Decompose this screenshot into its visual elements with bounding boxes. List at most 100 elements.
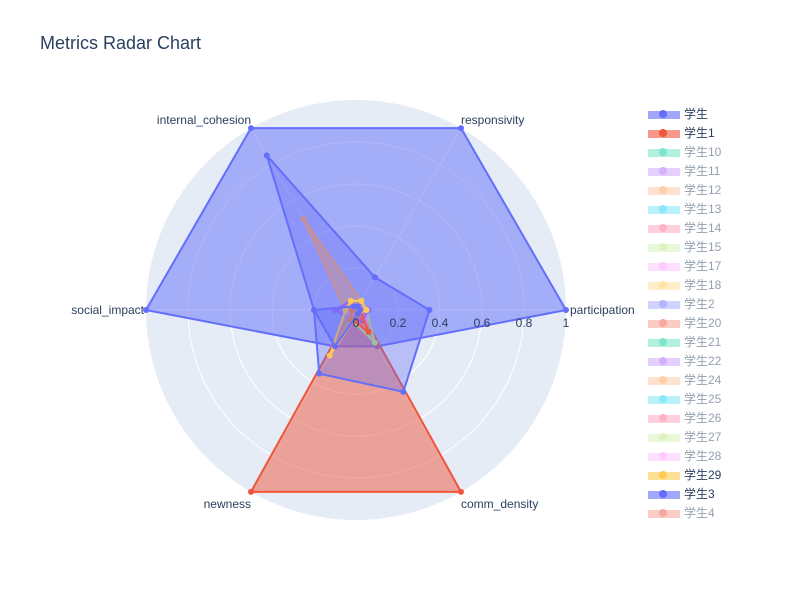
legend-item[interactable]: 学生27 bbox=[648, 427, 798, 446]
series-shapes bbox=[143, 125, 569, 495]
series-point-large-filled-blue[interactable] bbox=[563, 307, 569, 313]
legend-swatch-icon bbox=[648, 412, 680, 424]
legend-item[interactable]: 学生21 bbox=[648, 332, 798, 351]
series-point-large-filled-blue[interactable] bbox=[458, 125, 464, 132]
legend-swatch-icon bbox=[648, 298, 680, 310]
legend-label: 学生20 bbox=[684, 316, 722, 330]
legend-label: 学生28 bbox=[684, 449, 722, 463]
legend-label: 学生24 bbox=[684, 373, 722, 387]
legend-item[interactable]: 学生 bbox=[648, 104, 798, 123]
legend-swatch-icon bbox=[648, 260, 680, 272]
legend-swatch-icon bbox=[648, 374, 680, 386]
radial-tick-label: 0.8 bbox=[516, 316, 533, 330]
legend: 学生学生1 学生10 学生11 学生12 学生13 学生14 学生15 学生17 学生18 学生2… bbox=[648, 104, 798, 522]
legend-label: 学生22 bbox=[684, 354, 722, 368]
series-point-学生29[interactable] bbox=[358, 297, 365, 304]
legend-swatch-icon bbox=[648, 507, 680, 519]
series-point-学生[interactable] bbox=[371, 274, 378, 281]
axis-label-newness: newness bbox=[204, 497, 251, 511]
series-point-学生29[interactable] bbox=[363, 307, 370, 313]
legend-swatch-icon bbox=[648, 450, 680, 462]
series-point-学生3[interactable] bbox=[332, 343, 338, 350]
series-point-large-filled-blue[interactable] bbox=[143, 307, 149, 313]
legend-label: 学生18 bbox=[684, 278, 722, 292]
series-point-学生1[interactable] bbox=[365, 328, 372, 335]
legend-item[interactable]: 学生18 bbox=[648, 275, 798, 294]
legend-swatch-icon bbox=[648, 469, 680, 481]
series-point-学生3[interactable] bbox=[350, 303, 357, 310]
legend-label: 学生14 bbox=[684, 221, 722, 235]
radial-tick-label: 0.6 bbox=[474, 316, 491, 330]
series-point-学生29[interactable] bbox=[347, 297, 354, 304]
axis-label-responsivity: responsivity bbox=[461, 113, 524, 127]
legend-item[interactable]: 学生25 bbox=[648, 389, 798, 408]
series-point-学生[interactable] bbox=[426, 307, 433, 313]
axis-label-internal_cohesion: internal_cohesion bbox=[157, 113, 251, 127]
legend-label: 学生10 bbox=[684, 145, 722, 159]
legend-swatch-icon bbox=[648, 279, 680, 291]
series-point-large-filled-red[interactable] bbox=[248, 488, 254, 495]
legend-item[interactable]: 学生4 bbox=[648, 503, 798, 522]
legend-item[interactable]: 学生1 bbox=[648, 123, 798, 142]
legend-item[interactable]: 学生3 bbox=[648, 484, 798, 503]
legend-label: 学生17 bbox=[684, 259, 722, 273]
legend-label: 学生15 bbox=[684, 240, 722, 254]
series-point-学生3[interactable] bbox=[355, 303, 362, 310]
legend-swatch-icon bbox=[648, 431, 680, 443]
legend-item[interactable]: 学生20 bbox=[648, 313, 798, 332]
series-point-学生3[interactable] bbox=[311, 307, 317, 313]
radial-tick-label: 0.2 bbox=[390, 316, 407, 330]
legend-item[interactable]: 学生2 bbox=[648, 294, 798, 313]
legend-swatch-icon bbox=[648, 241, 680, 253]
radial-tick-labels: 0 0.2 0.4 0.6 0.8 1 bbox=[353, 316, 570, 330]
legend-swatch-icon bbox=[648, 127, 680, 139]
axis-label-participation: participation bbox=[570, 303, 635, 317]
legend-item[interactable]: 学生17 bbox=[648, 256, 798, 275]
legend-label: 学生12 bbox=[684, 183, 722, 197]
radial-tick-label: 0.4 bbox=[432, 316, 449, 330]
series-point-large-filled-red[interactable] bbox=[458, 488, 464, 495]
legend-swatch-icon bbox=[648, 336, 680, 348]
series-point-学生29[interactable] bbox=[342, 307, 349, 313]
series-point-orange-small[interactable] bbox=[300, 216, 307, 223]
legend-item[interactable]: 学生13 bbox=[648, 199, 798, 218]
legend-swatch-icon bbox=[648, 146, 680, 158]
legend-label: 学生27 bbox=[684, 430, 722, 444]
legend-item[interactable]: 学生29 bbox=[648, 465, 798, 484]
legend-item[interactable]: 学生24 bbox=[648, 370, 798, 389]
legend-label: 学生4 bbox=[684, 506, 715, 520]
legend-swatch-icon bbox=[648, 222, 680, 234]
legend-item[interactable]: 学生26 bbox=[648, 408, 798, 427]
series-point-学生[interactable] bbox=[316, 370, 323, 377]
series-point-学生[interactable] bbox=[400, 388, 407, 395]
series-point-large-filled-blue[interactable] bbox=[248, 125, 254, 132]
legend-label: 学生21 bbox=[684, 335, 722, 349]
axis-label-social_impact: social_impact bbox=[71, 303, 144, 317]
legend-item[interactable]: 学生14 bbox=[648, 218, 798, 237]
legend-label: 学生1 bbox=[684, 126, 715, 140]
legend-swatch-icon bbox=[648, 355, 680, 367]
legend-label: 学生 bbox=[684, 107, 709, 121]
series-point-学生[interactable] bbox=[263, 152, 270, 159]
legend-item[interactable]: 学生28 bbox=[648, 446, 798, 465]
radial-tick-label: 0 bbox=[353, 316, 360, 330]
series-point-学生3[interactable] bbox=[355, 310, 362, 317]
legend-item[interactable]: 学生10 bbox=[648, 142, 798, 161]
legend-item[interactable]: 学生12 bbox=[648, 180, 798, 199]
legend-item[interactable]: 学生11 bbox=[648, 161, 798, 180]
legend-label: 学生29 bbox=[684, 468, 722, 482]
legend-swatch-icon bbox=[648, 317, 680, 329]
series-point-学生29[interactable] bbox=[326, 352, 333, 359]
legend-swatch-icon bbox=[648, 203, 680, 215]
axis-label-comm_density: comm_density bbox=[461, 497, 538, 511]
series-point-green-small[interactable] bbox=[371, 339, 378, 346]
legend-label: 学生13 bbox=[684, 202, 722, 216]
legend-swatch-icon bbox=[648, 108, 680, 120]
legend-swatch-icon bbox=[648, 165, 680, 177]
legend-item[interactable]: 学生22 bbox=[648, 351, 798, 370]
legend-label: 学生11 bbox=[684, 164, 721, 178]
legend-item[interactable]: 学生15 bbox=[648, 237, 798, 256]
legend-swatch-icon bbox=[648, 488, 680, 500]
legend-label: 学生25 bbox=[684, 392, 722, 406]
